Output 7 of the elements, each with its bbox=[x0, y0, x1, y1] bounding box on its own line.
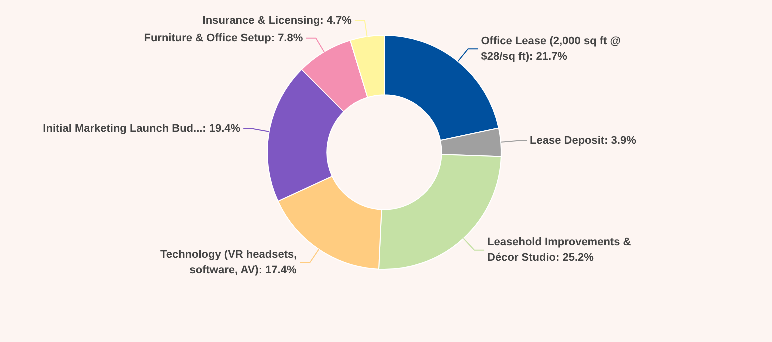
slice-label: Furniture & Office Setup: 7.8% bbox=[144, 32, 304, 44]
slice-label: Leasehold Improvements & Décor Studio: 25.2% bbox=[488, 236, 632, 264]
slice-label: Office Lease (2,000 sq ft @ $28/sq ft): 21.7% bbox=[481, 35, 622, 63]
slice-label: Insurance & Licensing: 4.7% bbox=[202, 14, 352, 27]
slice-label: Technology (VR headsets, software, AV): 17.4% bbox=[160, 248, 298, 277]
slice-label: Initial Marketing Launch Bud...: 19.4% bbox=[43, 123, 241, 136]
slice-label: Lease Deposit: 3.9% bbox=[530, 135, 637, 148]
